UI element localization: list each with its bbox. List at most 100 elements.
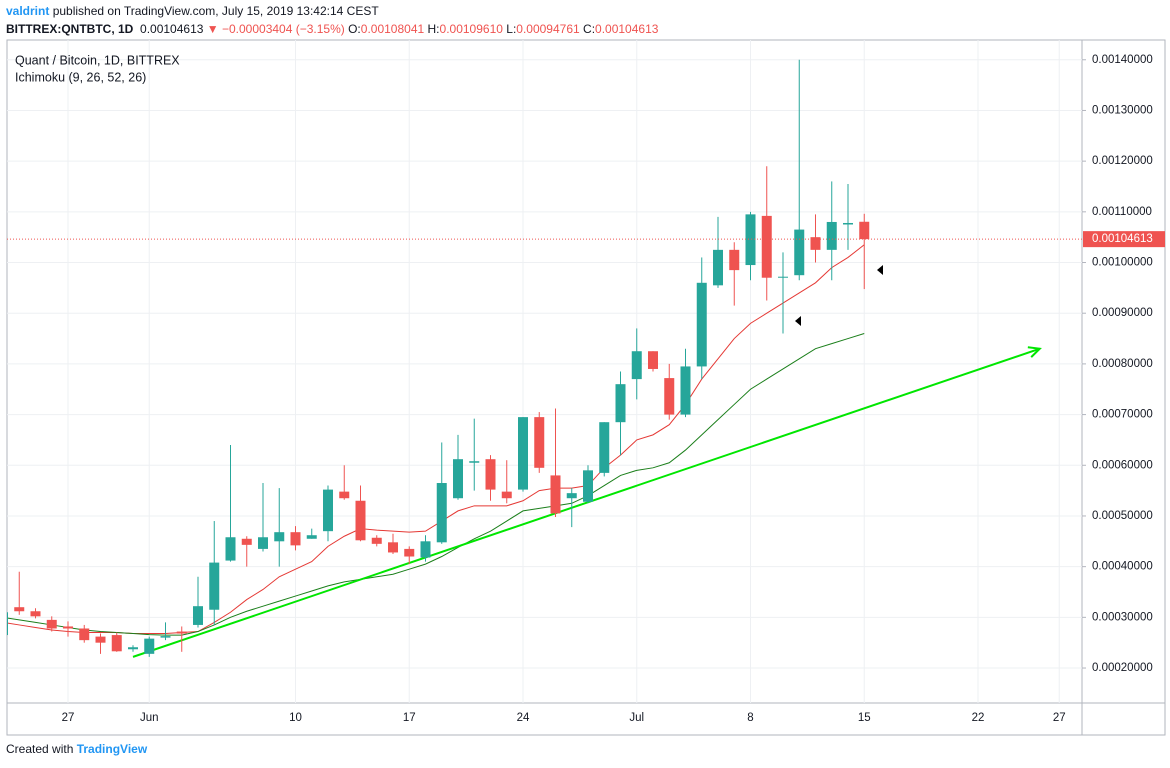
candle-body bbox=[583, 470, 593, 502]
candle-body bbox=[810, 237, 821, 250]
candle-body bbox=[794, 229, 805, 276]
indicator-line bbox=[7, 244, 865, 635]
x-tick-label: 10 bbox=[289, 712, 302, 724]
header-line: valdrint published on TradingView.com, J… bbox=[6, 4, 379, 18]
candle-body bbox=[631, 351, 642, 380]
candle-body bbox=[371, 537, 382, 544]
last: 0.00104613 bbox=[140, 22, 204, 36]
brand[interactable]: TradingView bbox=[76, 742, 148, 756]
axes: 0.00020000 0.00030000 0.00040000 0.00050000… bbox=[62, 54, 1165, 724]
chart: 0.00020000 0.00030000 0.00040000 0.00050000… bbox=[6, 39, 1166, 736]
candle-body bbox=[729, 249, 740, 271]
indicator-line bbox=[7, 333, 865, 636]
created: Created with bbox=[6, 742, 74, 756]
candle-body bbox=[843, 222, 853, 225]
y-tick-label: 0.00080000 bbox=[1092, 358, 1153, 370]
candle-body bbox=[14, 607, 25, 612]
trend-arrowhead bbox=[1027, 346, 1042, 358]
candle-body bbox=[664, 378, 675, 415]
candle-body bbox=[290, 532, 301, 546]
y-tick-label: 0.00100000 bbox=[1092, 257, 1153, 269]
y-tick-label: 0.00120000 bbox=[1092, 155, 1153, 167]
frame bbox=[6, 39, 1166, 736]
x-tick-label: 8 bbox=[747, 712, 753, 724]
candle-body bbox=[436, 483, 447, 543]
candle-body bbox=[485, 459, 496, 490]
candle-body bbox=[7, 612, 8, 636]
header-quote: BITTREX:QNTBTC, 1D 0.00104613 ▼ −0.00003… bbox=[6, 22, 662, 36]
x-tick-label: 15 bbox=[858, 712, 871, 724]
candle-body bbox=[420, 541, 431, 558]
author[interactable]: valdrint bbox=[6, 4, 50, 18]
plot bbox=[7, 59, 1082, 658]
candle-body bbox=[745, 214, 756, 266]
y-tick-label: 0.00050000 bbox=[1092, 510, 1153, 522]
published: published on TradingView.com, July 15, 2… bbox=[52, 4, 379, 18]
candle-body bbox=[79, 628, 90, 641]
arrow-marker bbox=[795, 316, 801, 326]
candle-body bbox=[778, 276, 788, 278]
candle-body bbox=[176, 631, 187, 634]
y-tick-label: 0.00070000 bbox=[1092, 409, 1153, 421]
y-tick-label: 0.00020000 bbox=[1092, 662, 1153, 674]
candle-body bbox=[306, 535, 317, 539]
candle-body bbox=[63, 626, 73, 629]
trend-line bbox=[132, 347, 1041, 658]
ohlc-value: 0.00094761 bbox=[516, 22, 580, 36]
candle-body bbox=[258, 537, 268, 549]
ohlc-value: 0.00108041 bbox=[360, 22, 425, 36]
x-tick-label: 17 bbox=[403, 712, 416, 724]
candle-body bbox=[225, 537, 236, 561]
indicator-label: Ichimoku (9, 26, 52, 26) bbox=[15, 70, 146, 84]
ohlc-value: 0.00104613 bbox=[595, 22, 659, 36]
last-price-box bbox=[1083, 231, 1165, 248]
y-tick-label: 0.00060000 bbox=[1092, 459, 1153, 471]
grid bbox=[7, 40, 1082, 703]
candle-body bbox=[209, 562, 220, 610]
candle-body bbox=[46, 619, 57, 629]
candle-body bbox=[501, 491, 512, 499]
candle-body bbox=[696, 282, 707, 367]
candle-body bbox=[859, 221, 870, 240]
candle-body bbox=[599, 422, 610, 473]
candle-body bbox=[241, 538, 252, 545]
footer: Created with TradingView bbox=[6, 742, 147, 756]
candle-body bbox=[826, 221, 837, 250]
x-tick-label: 27 bbox=[1053, 712, 1066, 724]
x-tick-label: 24 bbox=[517, 712, 530, 724]
y-tick-label: 0.00030000 bbox=[1092, 611, 1153, 623]
y-tick-label: 0.00140000 bbox=[1092, 54, 1153, 66]
candle-body bbox=[355, 500, 366, 541]
candle-body bbox=[323, 489, 333, 532]
ohlc-label: L: bbox=[506, 22, 517, 36]
candle-body bbox=[193, 606, 203, 625]
candle-body bbox=[648, 351, 658, 369]
candle-body bbox=[404, 548, 415, 557]
candle-body bbox=[566, 493, 577, 499]
candle-body bbox=[274, 532, 285, 542]
ohlc-label: O: bbox=[348, 22, 361, 36]
ohlc-label: C: bbox=[583, 22, 596, 36]
last-price-label: 0.00104613 bbox=[1092, 233, 1153, 245]
candle-body bbox=[95, 636, 106, 643]
symbol: BITTREX:QNTBTC, 1D bbox=[6, 22, 134, 36]
candle-body bbox=[469, 461, 480, 463]
candle-body bbox=[680, 366, 691, 415]
candle-body bbox=[144, 638, 155, 654]
y-tick-label: 0.00130000 bbox=[1092, 104, 1153, 116]
y-tick-label: 0.00040000 bbox=[1092, 561, 1153, 573]
candle-body bbox=[111, 635, 122, 652]
candle-body bbox=[534, 417, 545, 468]
x-tick-label: Jun bbox=[140, 712, 159, 724]
ohlc: O:0.00108041 H:0.00109610 L:0.00094761 C… bbox=[348, 22, 662, 36]
x-tick-label: Jul bbox=[629, 712, 644, 724]
candle-body bbox=[615, 384, 626, 423]
y-tick-label: 0.00110000 bbox=[1092, 206, 1152, 218]
ohlc-value: 0.00109610 bbox=[439, 22, 503, 36]
candle-body bbox=[550, 475, 561, 514]
candle-body bbox=[388, 542, 398, 553]
chart-title: Quant / Bitcoin, 1D, BITTREX bbox=[15, 53, 180, 67]
arrow-marker bbox=[877, 265, 883, 275]
candle-body bbox=[30, 611, 41, 617]
